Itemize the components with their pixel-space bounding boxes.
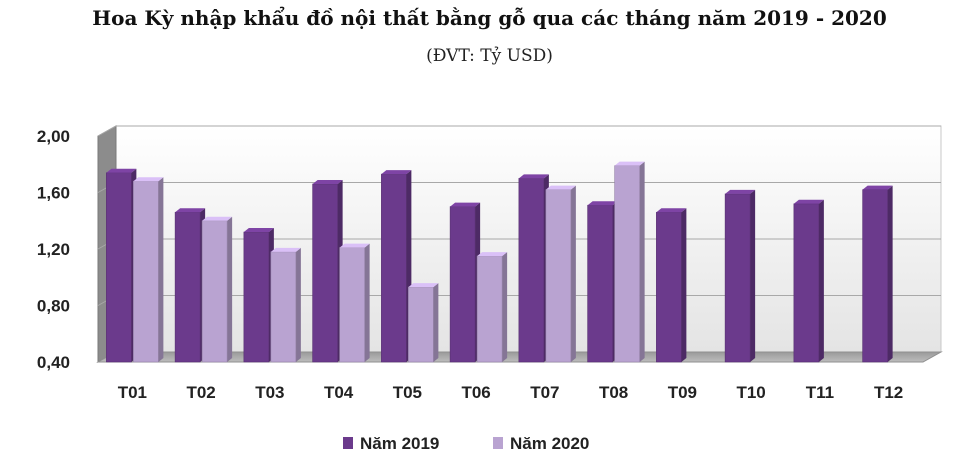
bar (270, 247, 301, 363)
bar (862, 185, 893, 363)
bar-front (518, 178, 545, 363)
bar-top (518, 174, 549, 179)
chart-subtitle: (ĐVT: Tỷ USD) (426, 46, 553, 66)
bar-front (793, 203, 820, 363)
bar-front (312, 183, 338, 363)
bar (614, 161, 645, 363)
bar (449, 202, 481, 363)
bar-front (449, 206, 476, 363)
bar (793, 199, 824, 363)
bar-side (227, 216, 233, 362)
bar-front (587, 204, 613, 363)
bar-top (106, 168, 137, 173)
bar (339, 243, 370, 363)
bar-front (724, 193, 751, 363)
bar-top (270, 247, 301, 252)
bar-side (502, 252, 508, 362)
bar-top (408, 283, 439, 288)
bar-top (793, 199, 824, 204)
x-tick-label: T01 (118, 383, 147, 402)
x-tick-label: T07 (530, 383, 559, 402)
bar-top (202, 216, 233, 221)
gridline-side (97, 125, 117, 137)
bar-side (433, 283, 439, 362)
bar-front (381, 173, 407, 363)
bar (133, 177, 164, 363)
bar-front (614, 165, 640, 363)
bar-side (750, 189, 756, 362)
bar-front (476, 255, 503, 363)
bar-top (656, 208, 687, 213)
bar-side (158, 177, 164, 362)
x-tick-label: T10 (736, 383, 765, 402)
legend-label: Năm 2020 (510, 434, 589, 453)
y-tick-label: 1,60 (37, 184, 70, 203)
legend-swatch (493, 437, 503, 449)
bar (724, 189, 756, 363)
bar-front (174, 211, 201, 363)
bar-top (381, 170, 412, 175)
x-tick-label: T02 (186, 383, 215, 402)
y-tick-label: 0,40 (37, 353, 70, 372)
bar (587, 201, 618, 363)
bar (312, 180, 343, 363)
bar-front (862, 189, 888, 363)
bar-top (243, 228, 274, 233)
bar (476, 252, 508, 363)
legend-swatch (343, 437, 353, 449)
bar-front (656, 211, 682, 363)
y-tick-label: 2,00 (37, 127, 70, 146)
bar-front (545, 189, 572, 363)
bar-front (133, 180, 159, 363)
y-tick-label: 0,80 (37, 297, 70, 316)
bar-side (818, 199, 824, 362)
bar-side (364, 243, 370, 362)
bar-front (270, 251, 297, 363)
bar-top (133, 177, 164, 182)
bar-side (681, 208, 687, 362)
chart-title: Hoa Kỳ nhập khẩu đồ nội thất bằng gỗ qua… (92, 6, 887, 30)
bar (381, 170, 412, 363)
bar-front (201, 220, 228, 363)
x-tick-label: T08 (599, 383, 628, 402)
bar-side (295, 247, 301, 362)
bar-top (450, 202, 481, 207)
bar-top (614, 161, 645, 166)
bar-top (725, 189, 756, 194)
bar (408, 283, 439, 363)
x-tick-label: T06 (461, 383, 490, 402)
bar-top (545, 185, 576, 190)
bar-top (175, 208, 206, 213)
legend-label: Năm 2019 (360, 434, 439, 453)
bar-top (339, 243, 370, 248)
bar-front (106, 172, 132, 363)
bar (243, 228, 274, 363)
bar-side (639, 161, 645, 362)
x-tick-label: T03 (255, 383, 284, 402)
bar-front (339, 247, 365, 363)
bar (201, 216, 233, 363)
bar-top (587, 201, 618, 206)
x-tick-label: T04 (324, 383, 354, 402)
bar (106, 168, 137, 363)
x-tick-label: T09 (668, 383, 697, 402)
bar-top (862, 185, 893, 190)
bar-front (243, 231, 270, 363)
bar (656, 208, 687, 363)
x-tick-label: T05 (393, 383, 422, 402)
bar-top (477, 252, 508, 257)
x-tick-label: T11 (806, 383, 834, 402)
y-tick-label: 1,20 (37, 240, 70, 259)
bar-front (408, 286, 434, 363)
bar (518, 174, 549, 363)
bar (545, 185, 576, 363)
bar-top (312, 180, 343, 185)
x-tick-label: T12 (874, 383, 903, 402)
bar-side (570, 185, 576, 362)
bar-side (887, 185, 893, 362)
bar (174, 208, 206, 363)
